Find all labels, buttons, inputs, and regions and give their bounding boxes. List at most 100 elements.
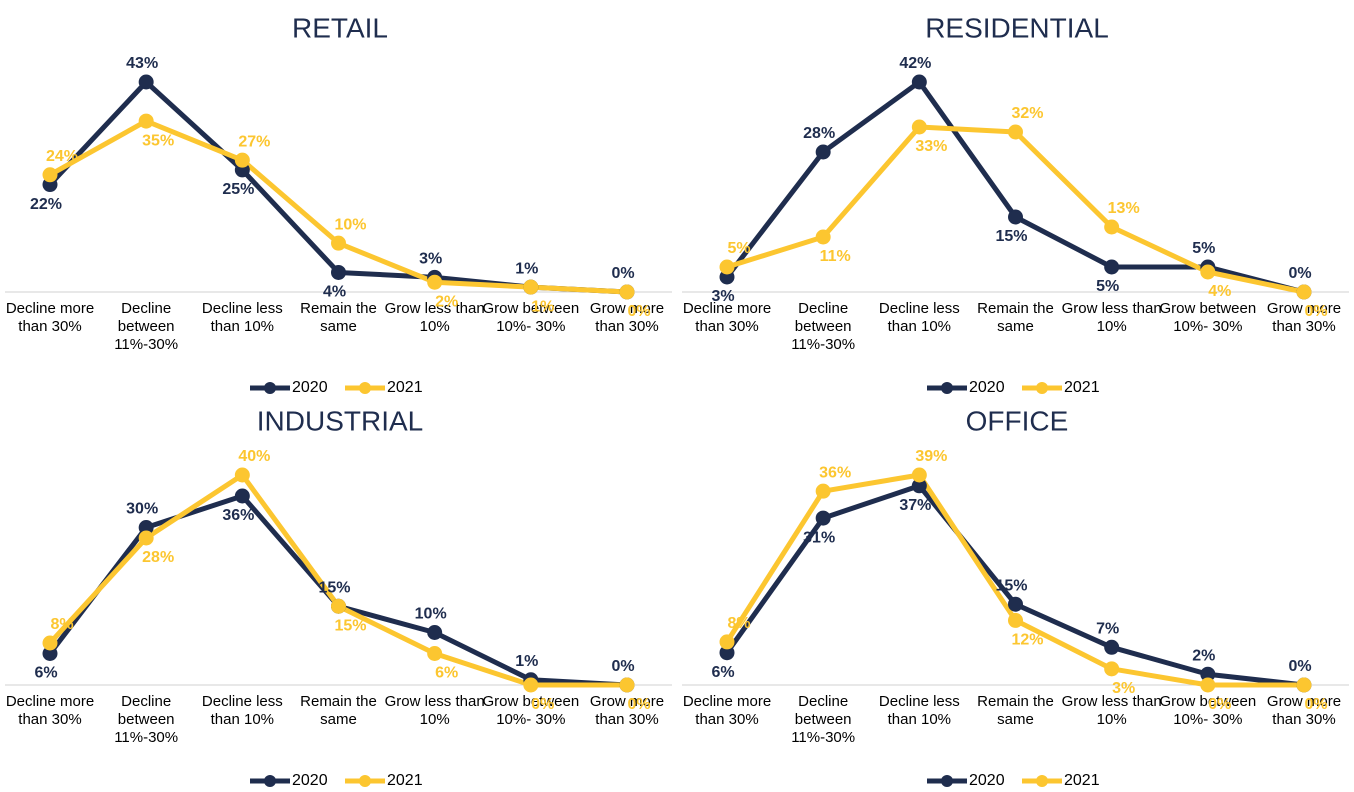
- data-point: [234, 467, 250, 483]
- data-point: [1200, 677, 1216, 693]
- data-label: 8%: [727, 615, 750, 632]
- data-label: 15%: [995, 577, 1027, 594]
- x-tick-label: Decline between 11%-30%: [791, 300, 856, 353]
- x-tick-label-box: Decline less than 10%: [878, 300, 960, 335]
- x-tick-label: Grow less than 10%: [384, 300, 485, 335]
- data-label: 0%: [1288, 265, 1311, 282]
- x-tick-label: Grow more than 30%: [1266, 300, 1342, 335]
- data-point: [1104, 639, 1120, 655]
- data-label: 5%: [1096, 278, 1119, 295]
- legend-marker: [359, 775, 371, 787]
- data-point: [427, 625, 443, 640]
- data-label: 6%: [34, 665, 57, 682]
- data-point: [619, 677, 635, 693]
- data-point: [523, 677, 539, 693]
- x-tick-label: Decline less than 10%: [878, 300, 960, 335]
- data-point: [815, 144, 831, 160]
- data-point: [815, 229, 831, 245]
- legend-label: 2020: [969, 772, 1005, 787]
- data-point: [1104, 661, 1120, 677]
- data-label: 28%: [142, 549, 174, 566]
- x-tick-label: Grow between 10%- 30%: [1159, 693, 1257, 728]
- x-tick-label-box: Decline more than 30%: [6, 300, 94, 335]
- data-label: 4%: [1208, 283, 1231, 300]
- data-point: [42, 635, 58, 651]
- x-tick-label: Decline more than 30%: [682, 300, 772, 335]
- data-label: 11%: [820, 248, 851, 265]
- x-tick-label-box: Remain the same: [300, 300, 377, 335]
- x-tick-label-box: Grow more than 30%: [1266, 300, 1342, 335]
- data-label: 40%: [238, 448, 270, 465]
- data-label: 1%: [531, 298, 554, 315]
- data-label: 0%: [531, 696, 554, 713]
- legend-marker: [1036, 382, 1048, 394]
- x-tick-label: Grow more than 30%: [589, 693, 665, 728]
- data-point: [815, 510, 831, 526]
- data-label: 28%: [803, 125, 835, 142]
- legend-marker: [359, 382, 371, 394]
- x-tick-label-box: Decline between 11%-30%: [114, 300, 178, 353]
- data-point: [42, 167, 58, 183]
- data-label: 4%: [323, 284, 346, 301]
- legend-label: 2020: [969, 379, 1005, 396]
- x-tick-label: Grow more than 30%: [1266, 693, 1342, 728]
- x-tick-label-box: Grow between 10%- 30%: [482, 693, 579, 728]
- data-label: 22%: [30, 196, 62, 213]
- data-label: 27%: [238, 133, 270, 150]
- x-tick-label-box: Remain the same: [300, 693, 377, 728]
- data-point: [911, 467, 927, 483]
- data-point: [911, 74, 927, 90]
- data-point: [719, 634, 735, 650]
- data-label: 1%: [515, 260, 538, 277]
- x-tick-label: Decline between 11%-30%: [791, 693, 856, 746]
- x-tick-label-box: Grow between 10%- 30%: [482, 300, 579, 335]
- x-tick-label-box: Grow less than 10%: [1062, 300, 1162, 335]
- x-tick-label: Grow less than 10%: [1061, 693, 1162, 728]
- legend-label: 2021: [1064, 379, 1100, 396]
- x-tick-label-box: Decline between 11%-30%: [791, 300, 856, 353]
- chart-title: OFFICE: [966, 405, 1069, 436]
- data-label: 15%: [334, 617, 366, 634]
- chart-panel: RETAIL Decline more than 30% Decline betwe…: [5, 12, 672, 396]
- data-label: 32%: [1011, 105, 1043, 122]
- chart-title: INDUSTRIAL: [257, 405, 423, 436]
- data-point: [234, 152, 250, 168]
- x-tick-label-box: Decline more than 30%: [682, 300, 772, 335]
- data-label: 0%: [1288, 658, 1311, 675]
- data-point: [1104, 219, 1120, 235]
- data-label: 0%: [1304, 303, 1327, 320]
- data-point: [1008, 124, 1023, 140]
- data-point: [138, 74, 154, 90]
- data-label: 0%: [627, 303, 650, 320]
- x-tick-label-box: Decline less than 10%: [878, 693, 960, 728]
- legend-marker: [264, 382, 276, 394]
- legend-marker: [1036, 775, 1048, 787]
- data-label: 25%: [222, 181, 254, 198]
- chart-title: RETAIL: [292, 12, 388, 43]
- x-tick-label: Grow less than 10%: [384, 693, 485, 728]
- x-tick-label: Decline less than 10%: [201, 693, 283, 728]
- x-tick-label-box: Grow more than 30%: [589, 693, 665, 728]
- data-point: [234, 488, 250, 504]
- chart-panel: RESIDENTIAL Decline more than 30% Decline …: [682, 12, 1349, 396]
- x-tick-label: Remain the same: [300, 300, 377, 335]
- x-tick-label-box: Grow less than 10%: [1061, 693, 1162, 728]
- x-tick-label-box: Grow more than 30%: [589, 300, 665, 335]
- x-tick-label-box: Grow more than 30%: [1266, 693, 1342, 728]
- data-label: 35%: [142, 132, 174, 149]
- data-label: 1%: [515, 653, 538, 670]
- legend-marker: [264, 775, 276, 787]
- data-label: 5%: [727, 240, 750, 257]
- x-tick-label: Grow more than 30%: [589, 300, 665, 335]
- data-label: 13%: [1108, 200, 1140, 217]
- x-tick-label-box: Grow between 10%- 30%: [1159, 693, 1257, 728]
- data-label: 42%: [899, 55, 931, 72]
- data-point: [1008, 596, 1023, 612]
- x-tick-label: Decline less than 10%: [878, 693, 960, 728]
- data-label: 0%: [1304, 696, 1327, 713]
- x-tick-label: Decline between 11%-30%: [114, 693, 179, 746]
- data-point: [331, 235, 346, 251]
- chart-panel: INDUSTRIAL Decline more than 30% Decline b…: [5, 405, 672, 789]
- x-tick-label: Remain the same: [300, 693, 377, 728]
